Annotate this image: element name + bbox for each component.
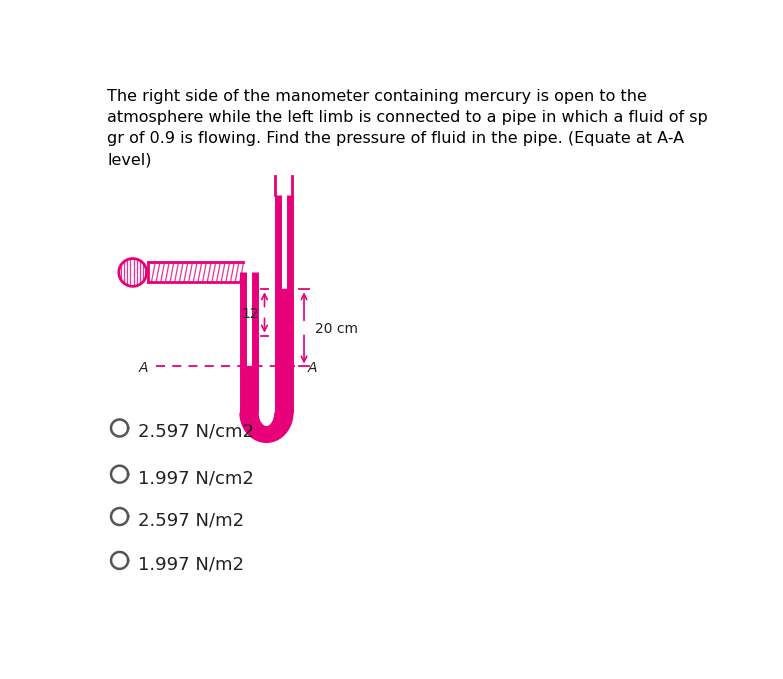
Text: 12: 12 [242, 307, 259, 321]
Polygon shape [243, 413, 290, 439]
Text: 20 cm: 20 cm [315, 323, 358, 336]
Text: 2.597 N/cm2: 2.597 N/cm2 [138, 423, 254, 441]
Text: 1.997 N/m2: 1.997 N/m2 [138, 555, 244, 573]
Text: A: A [308, 361, 317, 375]
Text: A: A [139, 361, 148, 375]
Text: The right side of the manometer containing mercury is open to the
atmosphere whi: The right side of the manometer containi… [107, 89, 708, 167]
Text: 1.997 N/cm2: 1.997 N/cm2 [138, 469, 254, 487]
Text: 2.597 N/m2: 2.597 N/m2 [138, 511, 244, 530]
